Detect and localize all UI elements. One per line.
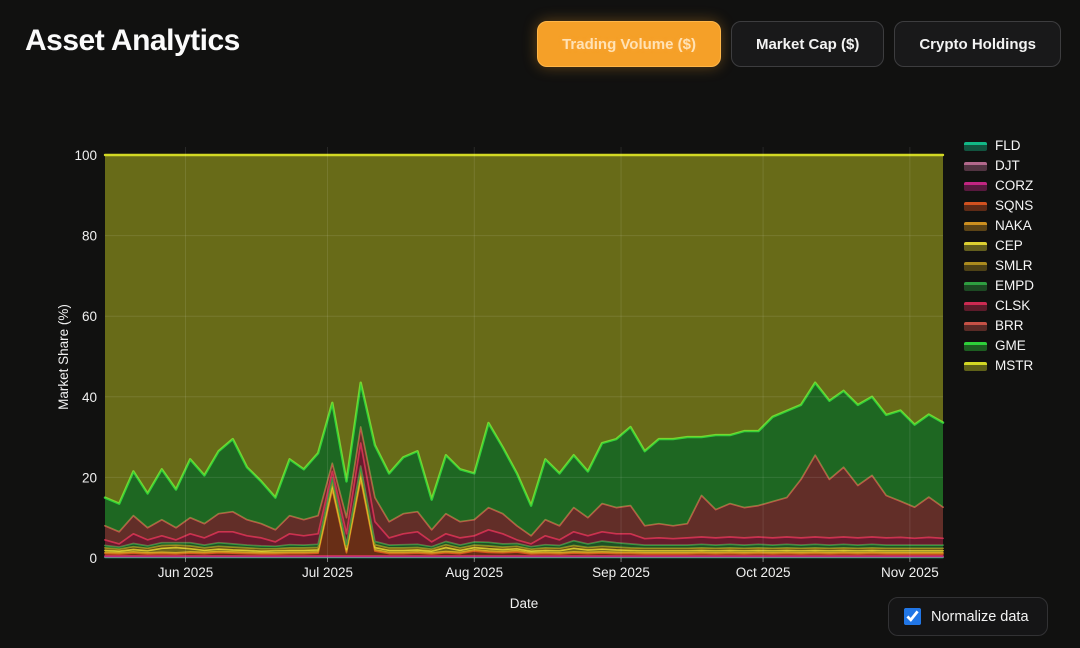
legend-swatch-CORZ: [964, 181, 987, 191]
legend-item-FLD[interactable]: FLD: [964, 139, 1034, 153]
legend-swatch-CLSK: [964, 301, 987, 311]
legend-label: CEP: [995, 238, 1023, 254]
legend-label: SQNS: [995, 198, 1034, 214]
legend-item-GME[interactable]: GME: [964, 339, 1034, 353]
x-tick-label: Jun 2025: [158, 565, 214, 580]
legend-label: EMPD: [995, 278, 1035, 294]
chart-tick-labels: 0 20 40 60 80 100 Jun 2025 Jul 2025 Aug 2025 Sep …: [74, 148, 938, 580]
x-tick-label: Aug 2025: [445, 565, 503, 580]
legend-item-CLSK[interactable]: CLSK: [964, 299, 1034, 313]
legend-swatch-DJT: [964, 161, 987, 171]
area-MSTR: [105, 155, 943, 506]
x-tick-label: Oct 2025: [736, 565, 791, 580]
line-CEP: [104, 473, 944, 552]
legend-item-MSTR[interactable]: MSTR: [964, 359, 1034, 373]
line-EMPD: [104, 465, 944, 548]
line-SQNS: [104, 478, 944, 555]
legend-swatch-GME: [964, 341, 987, 351]
legend-label: NAKA: [995, 218, 1032, 234]
view-toggle-group: Trading Volume ($) Market Cap ($) Crypto…: [537, 21, 1061, 67]
legend-swatch-FLD: [964, 141, 987, 151]
x-tick-label: Nov 2025: [881, 565, 939, 580]
legend-swatch-EMPD: [964, 281, 987, 291]
chart-gridlines: [105, 147, 943, 558]
legend-item-SQNS[interactable]: SQNS: [964, 199, 1034, 213]
legend-item-EMPD[interactable]: EMPD: [964, 279, 1034, 293]
legend-item-SMLR[interactable]: SMLR: [964, 259, 1034, 273]
normalize-checkbox[interactable]: [904, 608, 921, 625]
line-CLSK: [104, 442, 944, 545]
page-title: Asset Analytics: [25, 24, 240, 57]
legend-label: MSTR: [995, 358, 1034, 374]
line-SMLR: [104, 469, 944, 550]
y-tick-label: 40: [82, 390, 97, 405]
legend-label: GME: [995, 338, 1026, 354]
tab-market-cap[interactable]: Market Cap ($): [730, 21, 885, 67]
chart-areas: [103, 153, 945, 559]
y-axis-title: Market Share (%): [56, 304, 71, 410]
legend-swatch-NAKA: [964, 221, 987, 231]
legend-item-DJT[interactable]: DJT: [964, 159, 1034, 173]
legend-label: CLSK: [995, 298, 1031, 314]
line-NAKA: [104, 477, 944, 554]
area-CLSK: [105, 443, 943, 548]
normalize-control[interactable]: Normalize data: [888, 597, 1048, 636]
y-tick-label: 80: [82, 229, 97, 244]
normalize-label: Normalize data: [931, 608, 1029, 625]
legend-swatch-BRR: [964, 321, 987, 331]
legend-label: FLD: [995, 138, 1021, 154]
x-tick-label: Jul 2025: [302, 565, 353, 580]
legend-item-CEP[interactable]: CEP: [964, 239, 1034, 253]
y-tick-label: 100: [74, 148, 97, 163]
y-tick-label: 0: [89, 551, 97, 566]
legend-label: SMLR: [995, 258, 1033, 274]
line-BRR: [104, 426, 944, 537]
legend-swatch-SQNS: [964, 201, 987, 211]
legend-label: CORZ: [995, 178, 1034, 194]
area-BRR: [105, 427, 943, 544]
chart-legend: FLD DJT CORZ SQNS NAKA CEP SMLR EMPD CLSK BRR GME M…: [964, 139, 1034, 373]
legend-swatch-SMLR: [964, 261, 987, 271]
tab-crypto-holdings[interactable]: Crypto Holdings: [894, 21, 1061, 67]
legend-swatch-MSTR: [964, 361, 987, 371]
x-axis-title: Date: [510, 596, 539, 611]
legend-label: DJT: [995, 158, 1020, 174]
line-GME: [103, 381, 945, 507]
area-GME: [105, 382, 943, 536]
x-tick-label: Sep 2025: [592, 565, 650, 580]
legend-label: BRR: [995, 318, 1024, 334]
legend-item-BRR[interactable]: BRR: [964, 319, 1034, 333]
legend-swatch-CEP: [964, 241, 987, 251]
tab-trading-volume[interactable]: Trading Volume ($): [537, 21, 721, 67]
y-tick-label: 20: [82, 470, 97, 485]
y-tick-label: 60: [82, 309, 97, 324]
legend-item-CORZ[interactable]: CORZ: [964, 179, 1034, 193]
legend-item-NAKA[interactable]: NAKA: [964, 219, 1034, 233]
